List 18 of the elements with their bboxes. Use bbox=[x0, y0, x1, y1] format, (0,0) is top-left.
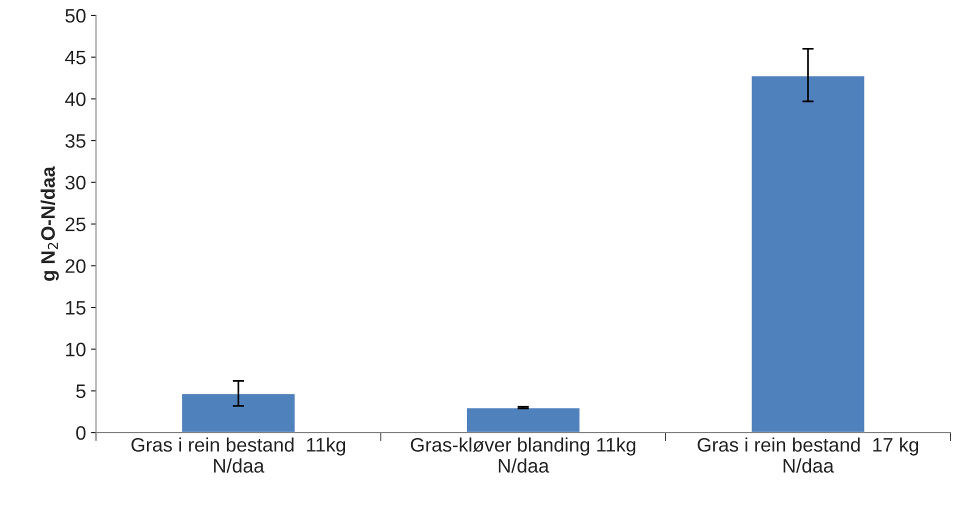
y-tick-label: 5 bbox=[76, 384, 86, 398]
x-tick-label: Gras-kløver blanding 11kg N/daa bbox=[410, 437, 636, 473]
y-tick-label: 10 bbox=[66, 342, 86, 356]
bar bbox=[180, 392, 296, 433]
y-tick-label: 25 bbox=[66, 217, 86, 232]
bar bbox=[466, 406, 581, 433]
y-tick-label: 50 bbox=[65, 8, 86, 23]
y-axis-title: g N$_{2}$O-N/daa bbox=[40, 166, 59, 281]
y-tick-label: 0 bbox=[76, 426, 86, 440]
bar bbox=[750, 74, 866, 433]
y-tick-label: 15 bbox=[66, 301, 86, 315]
y-tick-label: 35 bbox=[65, 134, 86, 148]
y-tick-label: 45 bbox=[65, 50, 86, 64]
y-tick-label: 20 bbox=[66, 259, 86, 273]
y-tick-label: 40 bbox=[65, 92, 86, 106]
x-tick-label: Gras i rein bestand 17 kg N/daa bbox=[698, 437, 918, 473]
x-tick-label: Gras i rein bestand 11kg N/daa bbox=[131, 437, 346, 473]
y-tick-label: 30 bbox=[65, 176, 86, 190]
